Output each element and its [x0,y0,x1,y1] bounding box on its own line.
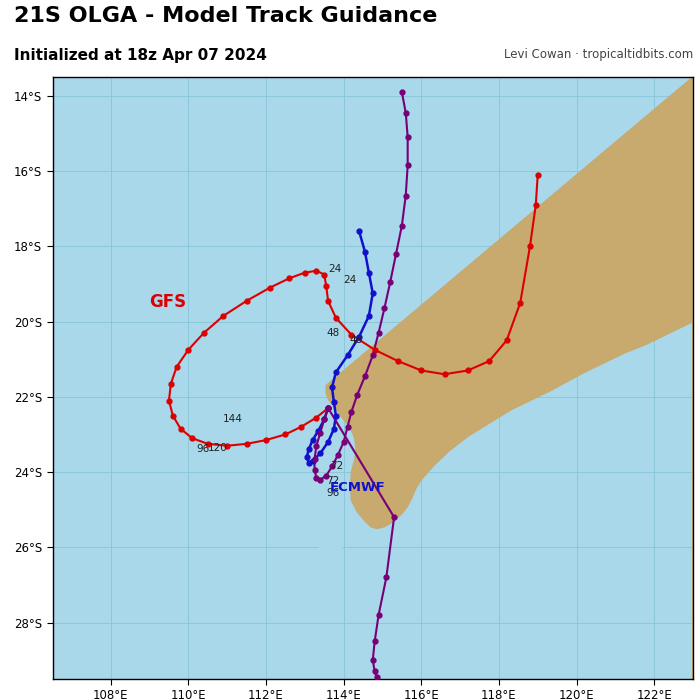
Text: 96: 96 [196,444,209,454]
Text: 96: 96 [326,488,340,498]
Text: 72: 72 [326,477,340,486]
Text: 120: 120 [208,442,228,453]
Text: GFS: GFS [150,293,187,311]
Polygon shape [326,77,693,679]
Text: 144: 144 [223,414,243,424]
Text: 48: 48 [326,328,340,338]
Text: 24: 24 [344,275,357,285]
Text: 72: 72 [330,461,343,471]
Text: ECMWF: ECMWF [330,481,386,494]
Polygon shape [316,512,342,568]
Text: 24: 24 [328,264,342,274]
Text: 48: 48 [349,335,363,345]
Text: 21S OLGA - Model Track Guidance: 21S OLGA - Model Track Guidance [14,6,438,26]
Text: Levi Cowan · tropicaltidbits.com: Levi Cowan · tropicaltidbits.com [504,48,693,61]
Text: Initialized at 18z Apr 07 2024: Initialized at 18z Apr 07 2024 [14,48,267,63]
